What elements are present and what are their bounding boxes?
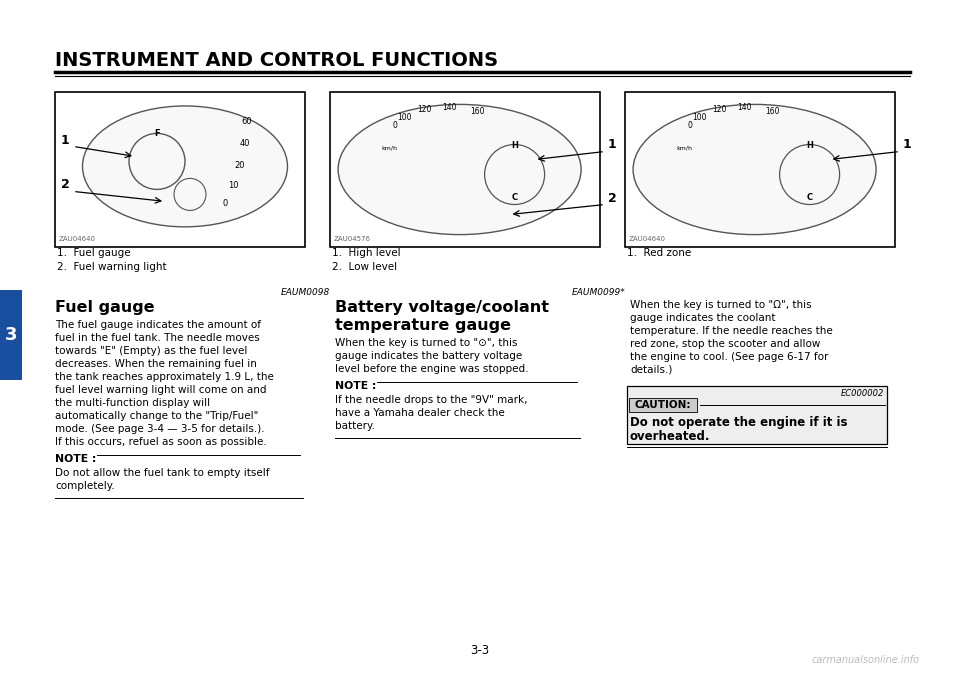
Text: C: C [806, 193, 813, 201]
Text: 100: 100 [397, 113, 412, 121]
Bar [629, 398, 697, 412]
Bar [0, 290, 22, 380]
Text: 2.  Fuel warning light: 2. Fuel warning light [57, 262, 167, 272]
Text: 140: 140 [443, 102, 457, 111]
Text: 1.  High level: 1. High level [332, 248, 400, 258]
Text: CAUTION:: CAUTION: [635, 400, 691, 410]
Text: H: H [511, 140, 518, 150]
Text: 1: 1 [61, 134, 70, 147]
Text: EAUM0099*: EAUM0099* [571, 288, 625, 297]
Bar [55, 92, 305, 247]
Text: 20: 20 [235, 161, 245, 170]
Text: temperature. If the needle reaches the: temperature. If the needle reaches the [630, 326, 832, 336]
Text: the tank reaches approximately 1.9 L, the: the tank reaches approximately 1.9 L, th… [55, 372, 274, 382]
Text: Do not operate the engine if it is: Do not operate the engine if it is [630, 416, 848, 429]
Text: 60: 60 [242, 117, 252, 126]
Text: EAUM0098: EAUM0098 [280, 288, 330, 297]
Text: 1.  Fuel gauge: 1. Fuel gauge [57, 248, 131, 258]
Text: ZAU04640: ZAU04640 [629, 236, 666, 242]
Text: 0: 0 [687, 121, 692, 129]
Text: km/h: km/h [677, 146, 692, 151]
Text: NOTE :: NOTE : [335, 381, 376, 391]
Text: EC000002: EC000002 [841, 389, 884, 398]
Text: 140: 140 [737, 102, 752, 111]
Ellipse shape [338, 104, 581, 235]
Text: the engine to cool. (See page 6-17 for: the engine to cool. (See page 6-17 for [630, 352, 828, 362]
Text: If the needle drops to the "9V" mark,: If the needle drops to the "9V" mark, [335, 395, 527, 405]
Text: 2: 2 [608, 191, 616, 205]
Text: completely.: completely. [55, 481, 115, 491]
Text: F: F [155, 129, 159, 138]
Text: gauge indicates the battery voltage: gauge indicates the battery voltage [335, 351, 522, 361]
Text: 120: 120 [712, 104, 727, 113]
Text: details.): details.) [630, 365, 672, 375]
Text: 120: 120 [418, 104, 432, 113]
Text: 3: 3 [5, 326, 17, 344]
Text: If this occurs, refuel as soon as possible.: If this occurs, refuel as soon as possib… [55, 437, 267, 447]
Text: 160: 160 [765, 108, 780, 117]
Text: have a Yamaha dealer check the: have a Yamaha dealer check the [335, 408, 505, 418]
Text: 2: 2 [61, 178, 70, 191]
Text: carmanualsonline.info: carmanualsonline.info [812, 655, 920, 665]
Text: battery.: battery. [335, 421, 375, 431]
Text: temperature gauge: temperature gauge [335, 318, 511, 333]
Bar [330, 92, 600, 247]
Text: NOTE :: NOTE : [55, 454, 96, 464]
Text: 1: 1 [903, 138, 912, 151]
Text: ZAU04640: ZAU04640 [59, 236, 96, 242]
Ellipse shape [633, 104, 876, 235]
Text: 40: 40 [240, 140, 251, 148]
Text: INSTRUMENT AND CONTROL FUNCTIONS: INSTRUMENT AND CONTROL FUNCTIONS [55, 50, 498, 70]
Text: 1: 1 [608, 138, 616, 151]
Bar [625, 92, 895, 247]
Text: level before the engine was stopped.: level before the engine was stopped. [335, 364, 529, 374]
Text: 100: 100 [692, 113, 707, 121]
Text: 0: 0 [223, 199, 228, 208]
Text: overheated.: overheated. [630, 430, 710, 443]
Text: When the key is turned to "⊙", this: When the key is turned to "⊙", this [335, 338, 517, 348]
Text: Fuel gauge: Fuel gauge [55, 300, 155, 315]
Text: 0: 0 [393, 121, 397, 129]
Text: km/h: km/h [382, 146, 397, 151]
Text: decreases. When the remaining fuel in: decreases. When the remaining fuel in [55, 359, 257, 369]
Text: ZAU04576: ZAU04576 [334, 236, 371, 242]
Text: 2.  Low level: 2. Low level [332, 262, 397, 272]
Text: When the key is turned to "Ω", this: When the key is turned to "Ω", this [630, 300, 811, 310]
Text: fuel in the fuel tank. The needle moves: fuel in the fuel tank. The needle moves [55, 333, 260, 343]
Text: C: C [512, 193, 517, 201]
Text: H: H [806, 140, 813, 150]
Ellipse shape [83, 106, 287, 227]
Text: fuel level warning light will come on and: fuel level warning light will come on an… [55, 385, 267, 395]
Text: automatically change to the "Trip/Fuel": automatically change to the "Trip/Fuel" [55, 411, 258, 421]
Text: The fuel gauge indicates the amount of: The fuel gauge indicates the amount of [55, 320, 261, 330]
Text: 3-3: 3-3 [470, 643, 490, 656]
Text: 10: 10 [228, 182, 238, 191]
Text: the multi-function display will: the multi-function display will [55, 398, 210, 408]
Text: gauge indicates the coolant: gauge indicates the coolant [630, 313, 776, 323]
Text: Battery voltage/coolant: Battery voltage/coolant [335, 300, 549, 315]
Text: 160: 160 [470, 108, 485, 117]
Text: Do not allow the fuel tank to empty itself: Do not allow the fuel tank to empty itse… [55, 468, 270, 478]
Text: towards "E" (Empty) as the fuel level: towards "E" (Empty) as the fuel level [55, 346, 248, 356]
Text: 1.  Red zone: 1. Red zone [627, 248, 691, 258]
Text: red zone, stop the scooter and allow: red zone, stop the scooter and allow [630, 339, 821, 349]
Bar [627, 386, 887, 444]
Text: mode. (See page 3-4 — 3-5 for details.).: mode. (See page 3-4 — 3-5 for details.). [55, 424, 265, 434]
